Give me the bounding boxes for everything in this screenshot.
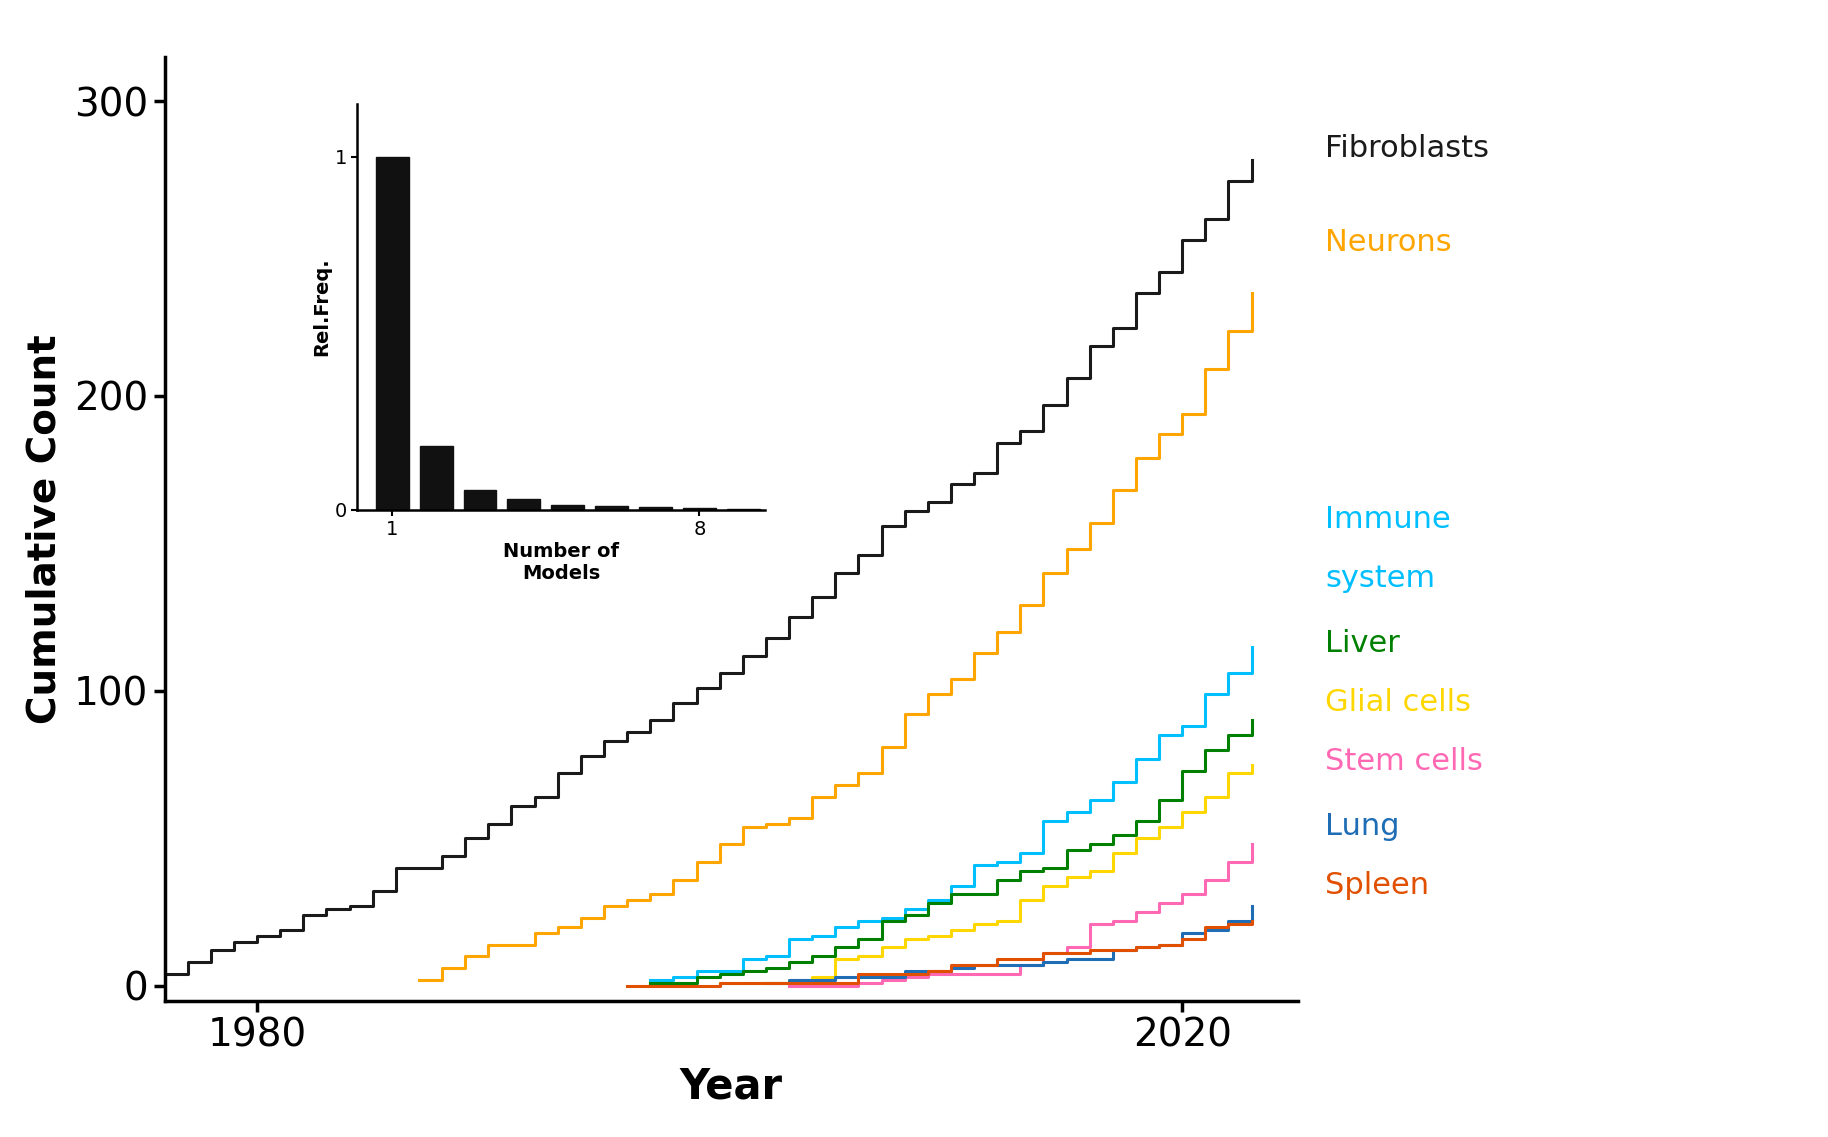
- Text: Neurons: Neurons: [1325, 229, 1451, 257]
- Text: Stem cells: Stem cells: [1325, 747, 1483, 777]
- Text: Glial cells: Glial cells: [1325, 688, 1472, 717]
- X-axis label: Year: Year: [680, 1065, 782, 1107]
- Text: Immune: Immune: [1325, 505, 1451, 534]
- Text: Lung: Lung: [1325, 812, 1400, 841]
- Text: Liver: Liver: [1325, 629, 1400, 658]
- Text: Spleen: Spleen: [1325, 871, 1429, 901]
- Y-axis label: Cumulative Count: Cumulative Count: [26, 334, 62, 723]
- Text: system: system: [1325, 564, 1435, 594]
- Text: Fibroblasts: Fibroblasts: [1325, 134, 1490, 163]
